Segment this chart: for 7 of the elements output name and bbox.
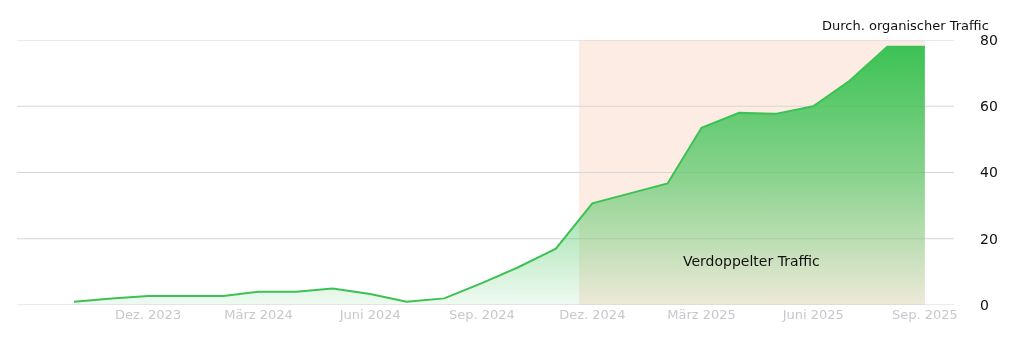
y-tick-label: 40	[980, 164, 998, 181]
y-tick-label: 80	[980, 31, 998, 48]
y-tick-label: 20	[980, 230, 998, 247]
y-tick-label: 0	[980, 296, 989, 313]
y-tick-label: 60	[980, 98, 998, 115]
y-axis-title: Durch. organischer Traffic	[822, 18, 989, 33]
band-label: Verdoppelter Traffic	[683, 253, 820, 269]
